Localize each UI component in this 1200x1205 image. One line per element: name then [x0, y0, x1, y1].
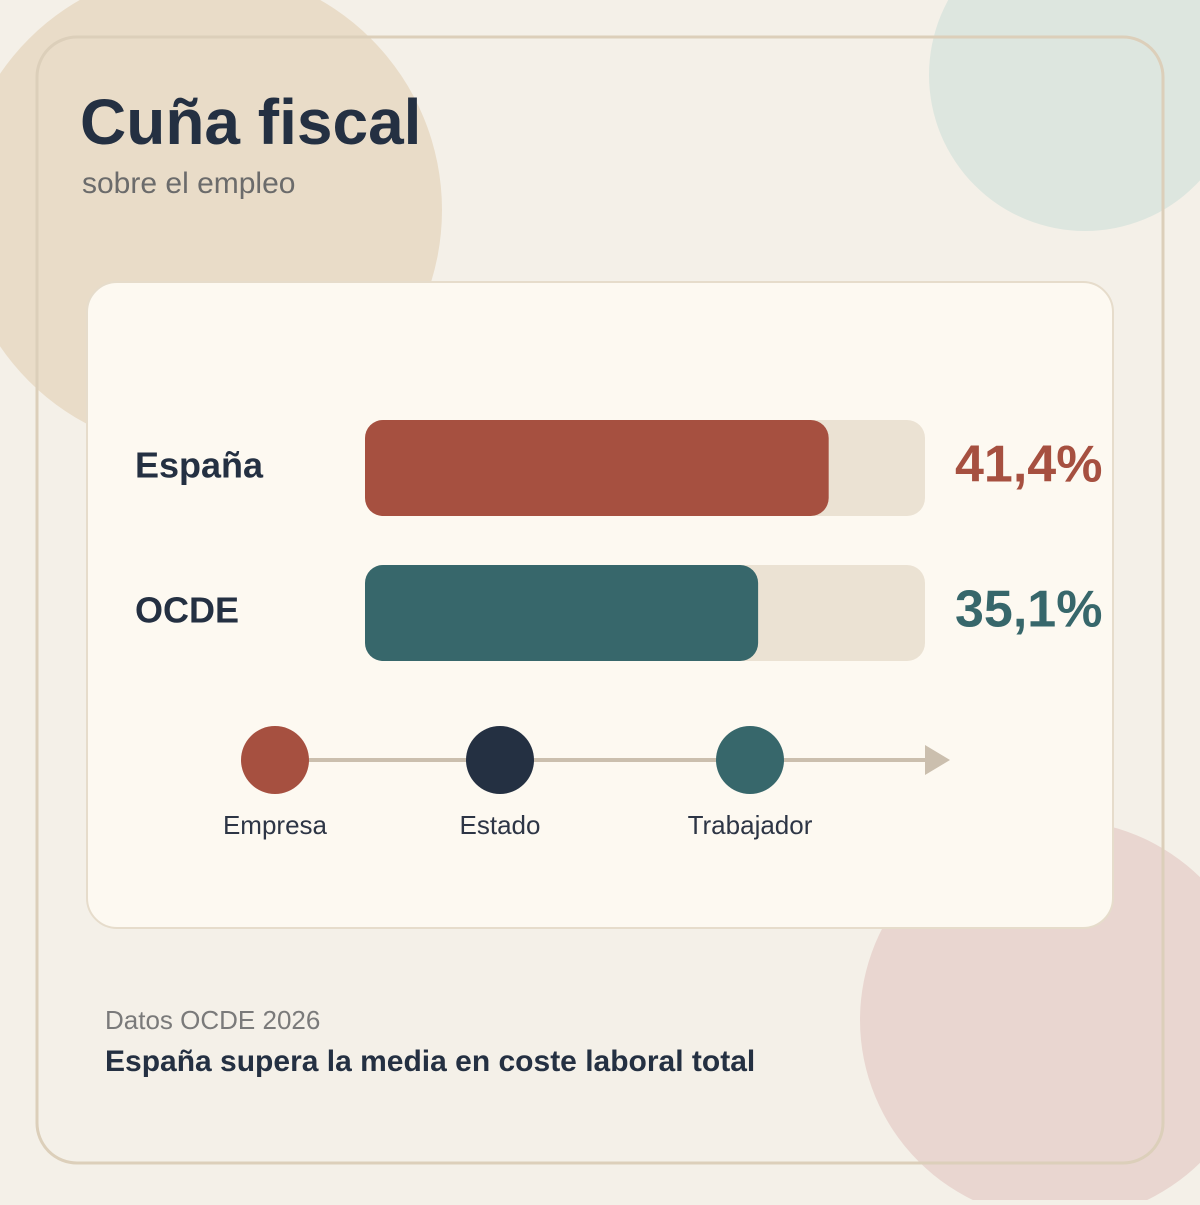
subtitle: sobre el empleo [82, 167, 295, 200]
decor-circle [929, 0, 1200, 231]
value-label: 41,4% [955, 436, 1102, 494]
frame [35, 35, 1165, 1165]
flow-label: Empresa [223, 810, 328, 840]
bar [365, 420, 829, 516]
value-label: 35,1% [955, 581, 1102, 639]
category-label: OCDE [135, 590, 239, 631]
bar [365, 565, 759, 661]
title: Cuña fiscal [80, 86, 421, 158]
note: España supera la media en coste laboral … [105, 1045, 755, 1078]
chart: España 41,4% OCDE 35,1% Empresa Estado Trabaja… [135, 420, 1102, 840]
source: Datos OCDE 2026 [105, 1005, 320, 1035]
flow-step [241, 726, 309, 794]
flow-step [466, 726, 534, 794]
flow-label: Trabajador [688, 810, 813, 840]
flow-arrow [925, 745, 950, 775]
flow-step [716, 726, 784, 794]
flow-label: Estado [460, 810, 541, 840]
category-label: España [135, 445, 264, 486]
